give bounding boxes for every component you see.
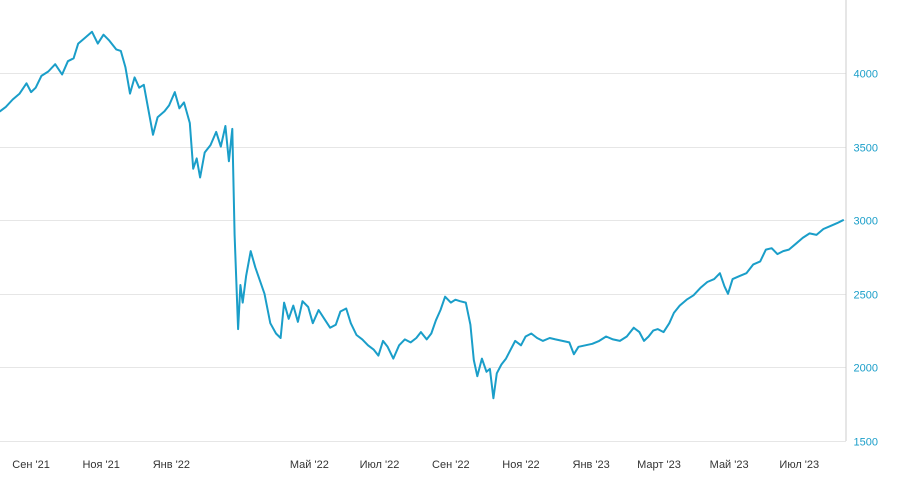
- x-tick-label: Сен '22: [432, 459, 470, 471]
- y-tick-label: 3500: [854, 143, 878, 155]
- x-tick-label: Ноя '22: [502, 459, 539, 471]
- x-tick-label: Сен '21: [12, 459, 50, 471]
- series-line: [0, 30, 844, 400]
- series: [0, 30, 844, 400]
- y-tick-label: 2000: [854, 363, 878, 375]
- x-tick-label: Март '23: [637, 459, 681, 471]
- x-tick-label: Май '22: [290, 459, 329, 471]
- y-tick-label: 1500: [854, 437, 878, 449]
- x-tick-label: Июл '22: [360, 459, 400, 471]
- y-tick-label: 2500: [854, 290, 878, 302]
- y-tick-label: 4000: [854, 69, 878, 81]
- x-tick-label: Янв '23: [573, 459, 610, 471]
- y-tick-label: 3000: [854, 216, 878, 228]
- x-tick-label: Янв '22: [153, 459, 190, 471]
- y-axis: 1500 2000 2500 3000 3500 4000: [854, 69, 878, 449]
- x-tick-label: Июл '23: [779, 459, 819, 471]
- x-tick-label: Ноя '21: [82, 459, 119, 471]
- x-axis: Сен '21 Ноя '21 Янв '22 Май '22 Июл '22 Сен '…: [12, 459, 819, 471]
- x-tick-label: Май '23: [710, 459, 749, 471]
- grid-lines: [0, 73, 846, 442]
